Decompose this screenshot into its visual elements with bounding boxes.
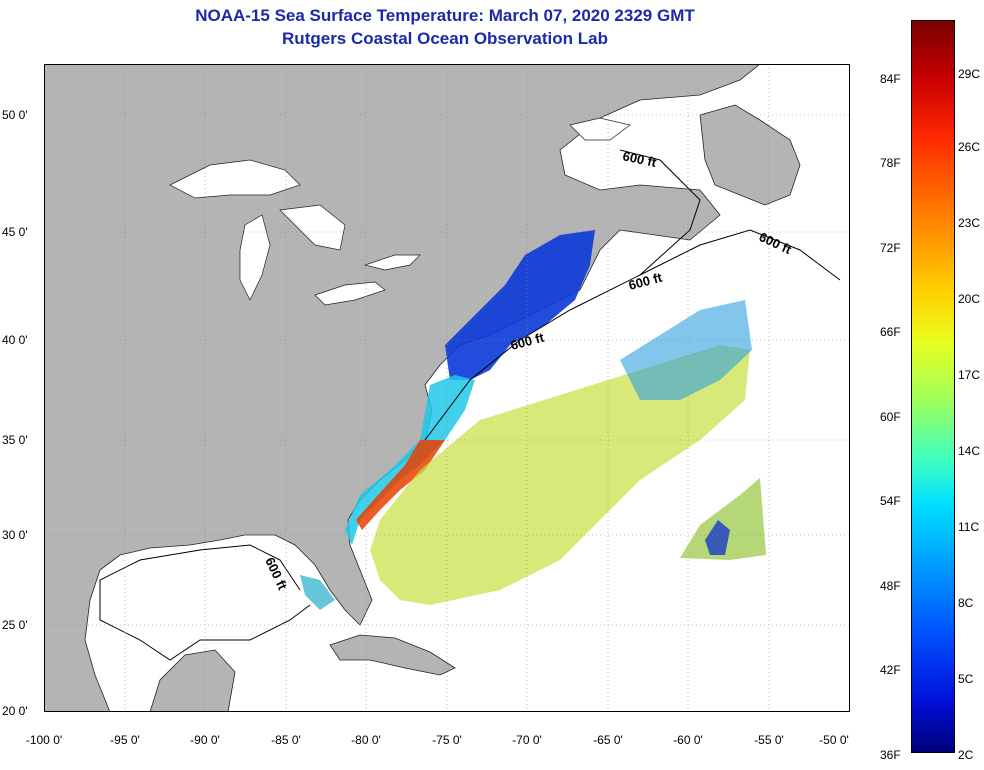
lat-label: 45 0' (2, 225, 28, 239)
lon-label: -80 0' (351, 733, 381, 747)
depth-contour-600ft (99, 149, 841, 661)
sst-offshore-warm (370, 345, 750, 605)
colorbar-c-label: 17C (958, 368, 981, 382)
colorbar-f-label: 60F (880, 410, 901, 424)
lat-label: 25 0' (2, 618, 28, 632)
contour-label: 600 ft (621, 148, 658, 170)
colorbar-c-label: 5C (958, 672, 974, 686)
sst-east-patch (680, 478, 766, 560)
land-cuba (329, 634, 456, 676)
lon-label: -95 0' (110, 733, 140, 747)
temperature-colorbar (911, 20, 955, 753)
colorbar-c-label: 26C (958, 140, 981, 154)
colorbar-c-label: 23C (958, 216, 981, 230)
colorbar-f-label: 72F (880, 241, 901, 255)
lat-label: 40 0' (2, 333, 28, 347)
lon-label: -100 0' (25, 733, 63, 747)
colorbar-f-label: 48F (880, 579, 901, 593)
colorbar-c-label: 8C (958, 596, 974, 610)
sst-florida-strip (300, 575, 335, 610)
lat-label: 30 0' (2, 528, 28, 542)
sst-gulf-stream (356, 440, 445, 530)
map-subtitle: Rutgers Coastal Ocean Observation Lab (282, 29, 608, 48)
land-yucatan (149, 649, 236, 712)
great-lakes (169, 117, 631, 306)
colorbar-c-label: 11C (958, 520, 980, 534)
colorbar-c-label: 20C (958, 292, 981, 306)
lat-label: 35 0' (2, 433, 28, 447)
map-title: NOAA-15 Sea Surface Temperature: March 0… (195, 6, 695, 25)
colorbar-c-label: 14C (958, 444, 981, 458)
lon-label: -50 0' (819, 733, 849, 747)
lon-label: -85 0' (271, 733, 301, 747)
colorbar-f-label: 66F (880, 325, 901, 339)
lon-label: -90 0' (190, 733, 220, 747)
sst-east-patch-core (705, 520, 730, 555)
lat-label: 50 0' (2, 108, 28, 122)
lon-label: -75 0' (432, 733, 462, 747)
lon-label: -60 0' (673, 733, 703, 747)
colorbar-c-label: 2C (958, 748, 974, 762)
lat-label: 20 0' (2, 704, 28, 718)
lon-label: -65 0' (593, 733, 623, 747)
map-frame (44, 64, 850, 712)
sst-offshore-cool (620, 300, 752, 400)
colorbar-c-label: 29C (958, 67, 981, 81)
colorbar-f-label: 78F (880, 156, 901, 170)
colorbar-f-label: 54F (880, 494, 901, 508)
colorbar-f-label: 42F (880, 663, 901, 677)
colorbar-f-label: 36F (880, 748, 901, 762)
lon-label: -55 0' (754, 733, 784, 747)
sst-coastal-cold (445, 230, 595, 380)
colorbar-f-label: 84F (880, 72, 901, 86)
lon-label: -70 0' (512, 733, 542, 747)
land-newfoundland (699, 104, 801, 206)
graticule (44, 64, 850, 712)
